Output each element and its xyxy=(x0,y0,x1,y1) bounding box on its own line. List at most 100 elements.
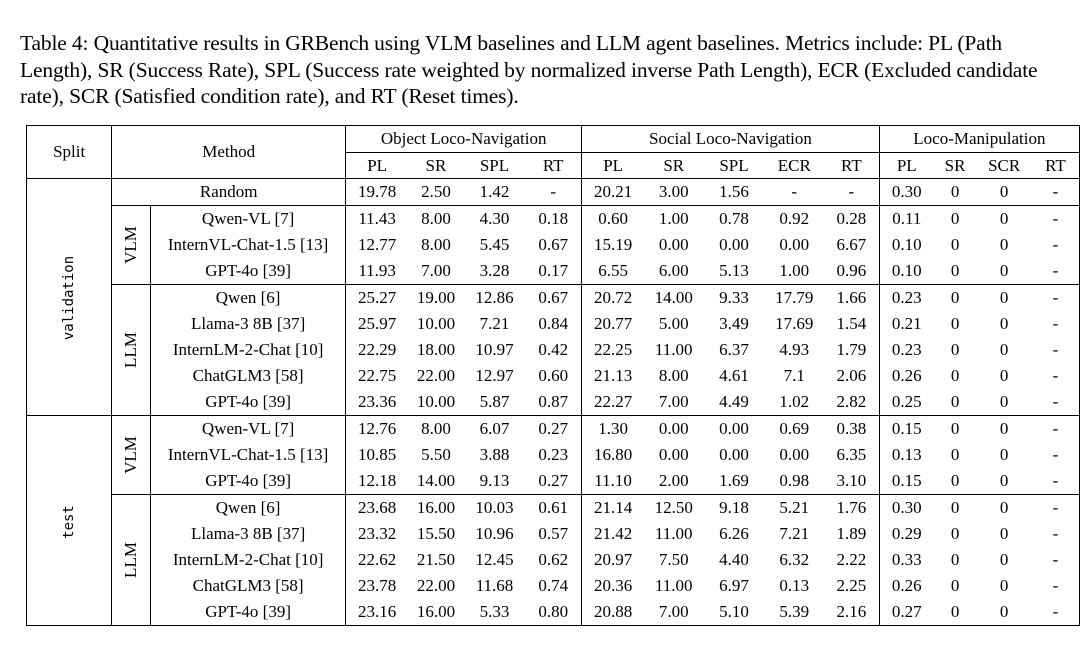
table-cell: 9.18 xyxy=(719,498,749,517)
column-header: RT xyxy=(1031,152,1080,179)
table-cell: 2.00 xyxy=(644,468,704,495)
object-group-header: Object Loco-Navigation xyxy=(345,125,583,153)
method-cell: Random xyxy=(111,178,347,206)
table-caption: Table 4: Quantitative results in GRBench… xyxy=(20,31,1038,108)
column-header: PL xyxy=(879,152,934,179)
table-cell: 0 xyxy=(950,524,960,543)
table-cell: 0 xyxy=(950,340,960,359)
table-cell: 22.00 xyxy=(416,366,456,385)
table-cell: 16.00 xyxy=(416,498,456,517)
column-header: SR xyxy=(644,152,704,179)
table-cell: 0.15 xyxy=(879,468,934,495)
table-cell: 1.89 xyxy=(823,521,880,547)
table-cell: 0.26 xyxy=(891,576,922,595)
table-cell: 0.00 xyxy=(658,445,689,464)
split-label-text: validation xyxy=(61,255,78,341)
method-cell: Qwen-VL [7] xyxy=(150,415,347,442)
table-cell: 0 xyxy=(976,599,1032,626)
column-header: SR xyxy=(933,152,977,179)
table-cell: - xyxy=(823,178,880,206)
table-cell: 0.67 xyxy=(525,284,583,311)
table-cell: 0.96 xyxy=(823,258,880,285)
table-cell: 0 xyxy=(950,314,960,333)
table-cell: 0.61 xyxy=(525,494,583,521)
table-cell: 2.25 xyxy=(823,573,880,599)
table-cell: 0.27 xyxy=(525,415,583,442)
group-label: LLM xyxy=(111,284,152,416)
table-cell: 22.27 xyxy=(581,389,645,416)
table-cell: 0.29 xyxy=(891,524,922,543)
table-cell: 0 xyxy=(950,445,960,464)
table-cell: 0.00 xyxy=(719,419,749,438)
table-cell: 0.67 xyxy=(525,232,583,258)
table-cell: 0.28 xyxy=(823,205,880,232)
table-cell: 5.00 xyxy=(658,314,689,333)
table-cell: 0 xyxy=(999,340,1009,359)
table-cell: 0.15 xyxy=(891,419,922,438)
table-cell: 11.43 xyxy=(358,209,396,228)
table-cell: 7.00 xyxy=(644,599,704,626)
table-cell: 8.00 xyxy=(421,235,451,254)
table-cell: 0.00 xyxy=(719,445,749,464)
table-cell: 6.07 xyxy=(479,419,510,438)
table-cell: 21.13 xyxy=(593,366,633,385)
table-cell: 9.13 xyxy=(463,468,526,495)
table-cell: 0 xyxy=(950,576,960,595)
split-label: validation xyxy=(25,178,113,416)
table-cell: 7.00 xyxy=(644,389,704,416)
table-cell: 0.80 xyxy=(525,599,583,626)
table-cell: 2.22 xyxy=(823,547,880,573)
method-cell: GPT-4o [39] xyxy=(150,389,347,416)
table-cell: 0 xyxy=(999,209,1009,228)
table-cell: 0 xyxy=(976,468,1032,495)
table-cell: 7.00 xyxy=(408,258,464,285)
table-cell: 12.18 xyxy=(345,468,409,495)
table-cell: - xyxy=(1031,205,1080,232)
table-cell: 7.21 xyxy=(479,314,510,333)
table-cell: 12.86 xyxy=(475,288,514,307)
table-cell: 3.10 xyxy=(823,468,880,495)
table-cell: 0.57 xyxy=(525,521,583,547)
table-cell: 0 xyxy=(976,178,1032,206)
table-cell: 0.17 xyxy=(525,258,583,285)
table-cell: 0.23 xyxy=(525,442,583,468)
table-cell: 10.96 xyxy=(475,524,514,543)
table-row: GPT-4o [39] 12.18 14.00 9.13 0.27 11.10 2.00 1.… xyxy=(27,468,1080,495)
table-cell: 12.77 xyxy=(358,235,397,254)
table-row: LLM Qwen [6] 25.27 19.00 12.86 0.67 20.72 14.00… xyxy=(27,284,1080,416)
table-cell: - xyxy=(1031,521,1080,547)
method-cell: GPT-4o [39] xyxy=(150,258,347,285)
table-cell: 0 xyxy=(999,550,1009,569)
group-label-text: LLM xyxy=(121,332,141,368)
group-label-text: LLM xyxy=(121,542,141,578)
table-cell: 0 xyxy=(999,524,1009,543)
column-header: RT xyxy=(525,152,583,179)
column-header: ECR xyxy=(764,152,824,179)
method-cell: InternLM-2-Chat [10] xyxy=(150,337,347,363)
table-row: GPT-4o [39] 23.16 16.00 5.33 0.80 20.88 7.00 5.… xyxy=(27,599,1080,626)
table-cell: 23.68 xyxy=(358,498,397,517)
table-row: GPT-4o [39] 11.93 7.00 3.28 0.17 6.55 6.00 5.13… xyxy=(27,258,1080,285)
group-label: VLM xyxy=(111,415,152,495)
table-cell: 0.78 xyxy=(719,209,749,228)
table-cell: 25.97 xyxy=(358,314,397,333)
table-row: VLM Qwen-VL [7] 11.43 8.00 4.30 0.18 0.60 1.00 0… xyxy=(27,205,1080,285)
table-cell: 0 xyxy=(933,258,977,285)
table-cell: 0 xyxy=(950,235,960,254)
table-cell: 21.14 xyxy=(593,498,633,517)
table-cell: 4.93 xyxy=(779,340,810,359)
table-cell: - xyxy=(525,178,583,206)
table-cell: 11.00 xyxy=(654,524,693,543)
split-label-text: test xyxy=(61,504,78,539)
table-cell: 21.50 xyxy=(416,550,456,569)
table-cell: 20.21 xyxy=(581,178,645,206)
table-cell: 11.00 xyxy=(654,340,693,359)
table-cell: 1.66 xyxy=(823,284,880,311)
table-cell: 0 xyxy=(999,314,1009,333)
table-cell: 11.68 xyxy=(475,576,514,595)
table-cell: 17.79 xyxy=(775,288,814,307)
table-cell: 0.00 xyxy=(658,419,689,438)
table-cell: 6.32 xyxy=(779,550,810,569)
table-cell: 5.87 xyxy=(463,389,526,416)
table-cell: - xyxy=(1031,494,1080,521)
